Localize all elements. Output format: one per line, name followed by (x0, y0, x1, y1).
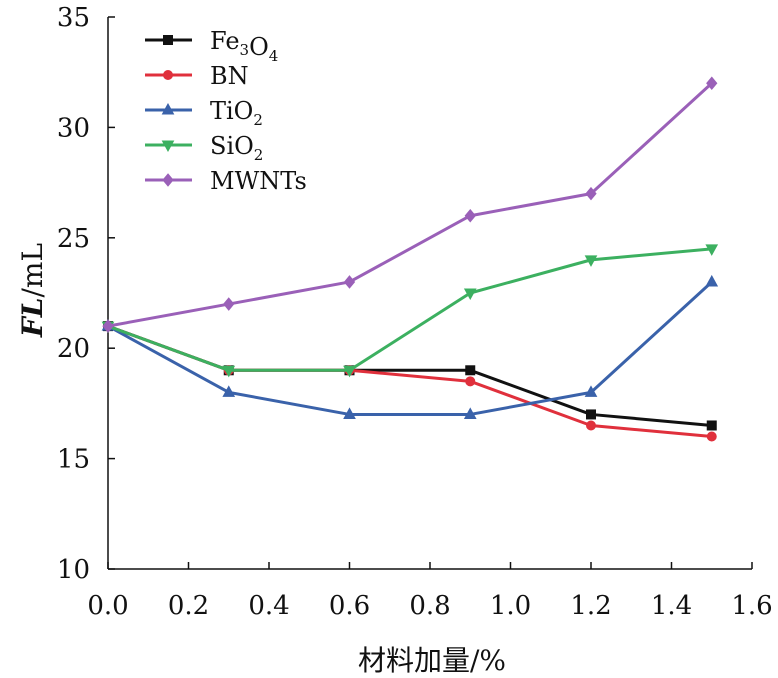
data-point-tio2 (222, 385, 236, 397)
legend-label-fe3o4: Fe3O4 (210, 27, 278, 65)
data-point-sio2 (705, 244, 719, 256)
data-point-tio2 (705, 274, 719, 287)
legend-item-bn: BN (145, 62, 249, 90)
data-point-fe3o4 (586, 409, 596, 420)
data-point-bn (586, 420, 596, 431)
series-layer (101, 76, 719, 442)
legend-item-mwnts: MWNTs (145, 167, 307, 195)
x-tick-label: 1.0 (490, 591, 531, 621)
legend-label-bn: BN (210, 62, 249, 90)
series-line-sio2 (107, 247, 712, 372)
y-axis-title-italic: FL (16, 298, 49, 339)
y-tick-label: 30 (57, 113, 90, 143)
data-point-mwnts (223, 297, 235, 311)
y-tick-label: 25 (57, 224, 90, 254)
data-point-fe3o4 (465, 365, 476, 376)
y-tick-label: 10 (57, 555, 90, 585)
series-tio2 (101, 274, 719, 419)
series-line-tio2 (107, 280, 713, 416)
data-point-tio2 (584, 385, 598, 397)
data-point-sio2 (463, 288, 477, 301)
data-point-tio2 (343, 407, 356, 419)
y-tick-label: 15 (57, 445, 90, 475)
y-axis-title-unit: /mL (16, 243, 49, 298)
legend-marker-fe3o4 (163, 35, 173, 45)
data-point-bn (706, 431, 717, 442)
x-axis-title: 材料加量/% (358, 644, 506, 677)
data-point-fe3o4 (706, 420, 717, 431)
x-ticks: 0.0 0.2 0.4 0.6 0.8 1.0 1.2 1.4 1.6 (87, 562, 773, 621)
data-point-bn (465, 376, 476, 387)
x-tick-label: 1.6 (731, 591, 772, 621)
legend-label-sio2: SiO2 (210, 132, 263, 164)
x-tick-label: 0.2 (168, 591, 209, 621)
x-tick-label: 1.4 (651, 591, 692, 621)
x-tick-label: 1.2 (570, 591, 611, 621)
legend-label-tio2: TiO2 (210, 97, 263, 129)
y-ticks: 10 15 20 25 30 35 (57, 3, 115, 585)
y-tick-label: 35 (57, 3, 90, 33)
data-point-tio2 (463, 407, 477, 419)
series-line-bn (107, 324, 712, 439)
legend-label-mwnts: MWNTs (210, 167, 307, 195)
y-axis-title: FL/mL (16, 243, 49, 338)
legend-marker-tio2 (161, 102, 175, 115)
data-point-sio2 (222, 365, 236, 378)
y-tick-label: 20 (57, 334, 90, 364)
legend-marker-mwnts (162, 173, 174, 187)
legend-marker-bn (163, 70, 173, 80)
data-point-sio2 (343, 365, 356, 378)
axes (107, 17, 752, 570)
data-point-mwnts (343, 275, 356, 289)
x-tick-label: 0.6 (329, 591, 370, 621)
data-point-mwnts (464, 208, 476, 223)
series-mwnts (102, 76, 718, 333)
data-point-sio2 (584, 255, 598, 267)
series-line-mwnts (107, 82, 713, 328)
x-tick-label: 0.0 (87, 591, 128, 621)
legend-marker-sio2 (161, 140, 175, 153)
data-point-mwnts (102, 319, 114, 333)
data-point-mwnts (585, 186, 597, 201)
x-tick-label: 0.8 (409, 591, 450, 621)
legend-item-fe3o4: Fe3O4 (145, 27, 278, 65)
series-bn (103, 321, 717, 442)
legend-item-tio2: TiO2 (145, 97, 263, 129)
data-point-mwnts (706, 76, 718, 91)
legend-item-sio2: SiO2 (145, 132, 263, 164)
x-tick-label: 0.4 (248, 591, 289, 621)
